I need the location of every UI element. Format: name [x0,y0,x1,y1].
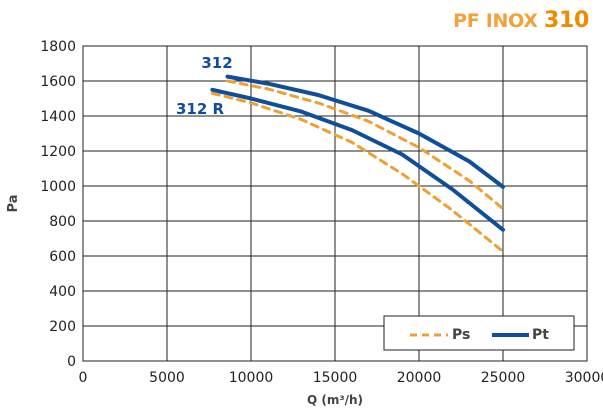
series-ps-312 [226,79,505,211]
x-tick-label: 25000 [481,370,526,386]
chart-title-model: 310 [543,8,589,33]
series-ps-312-r [210,91,505,254]
curve-label-312: 312 [201,54,232,72]
chart-title: PF INOX 310 [453,8,589,33]
plot-frame [82,45,588,362]
y-tick-label: 400 [49,284,76,300]
y-tick-label: 1200 [40,144,76,160]
x-axis-label: Q (m³/h) [307,393,363,407]
y-tick-label: 1600 [40,74,76,90]
x-tick-label: 20000 [397,370,442,386]
x-tick-label: 5000 [149,370,185,386]
series-pt-312 [225,74,505,189]
y-tick-label: 800 [49,214,76,230]
legend-box [383,315,575,351]
y-axis-label: Pa [6,195,21,213]
x-tick-label: 0 [79,370,88,386]
legend-pt-label: Pt [532,327,549,343]
x-tick-label: 15000 [313,370,358,386]
y-tick-label: 1400 [40,109,76,125]
x-tick-label: 10000 [229,370,274,386]
y-tick-label: 1000 [40,179,76,195]
y-tick-label: 600 [49,249,76,265]
y-tick-label: 0 [67,354,76,370]
y-tick-label: 1800 [40,39,76,55]
y-tick-label: 200 [49,319,76,335]
curve-label-312-r: 312 R [176,100,225,118]
series-pt-312-r [210,87,505,232]
legend-ps-label: Ps [452,327,470,343]
chart-title-text: PF INOX [453,10,538,32]
